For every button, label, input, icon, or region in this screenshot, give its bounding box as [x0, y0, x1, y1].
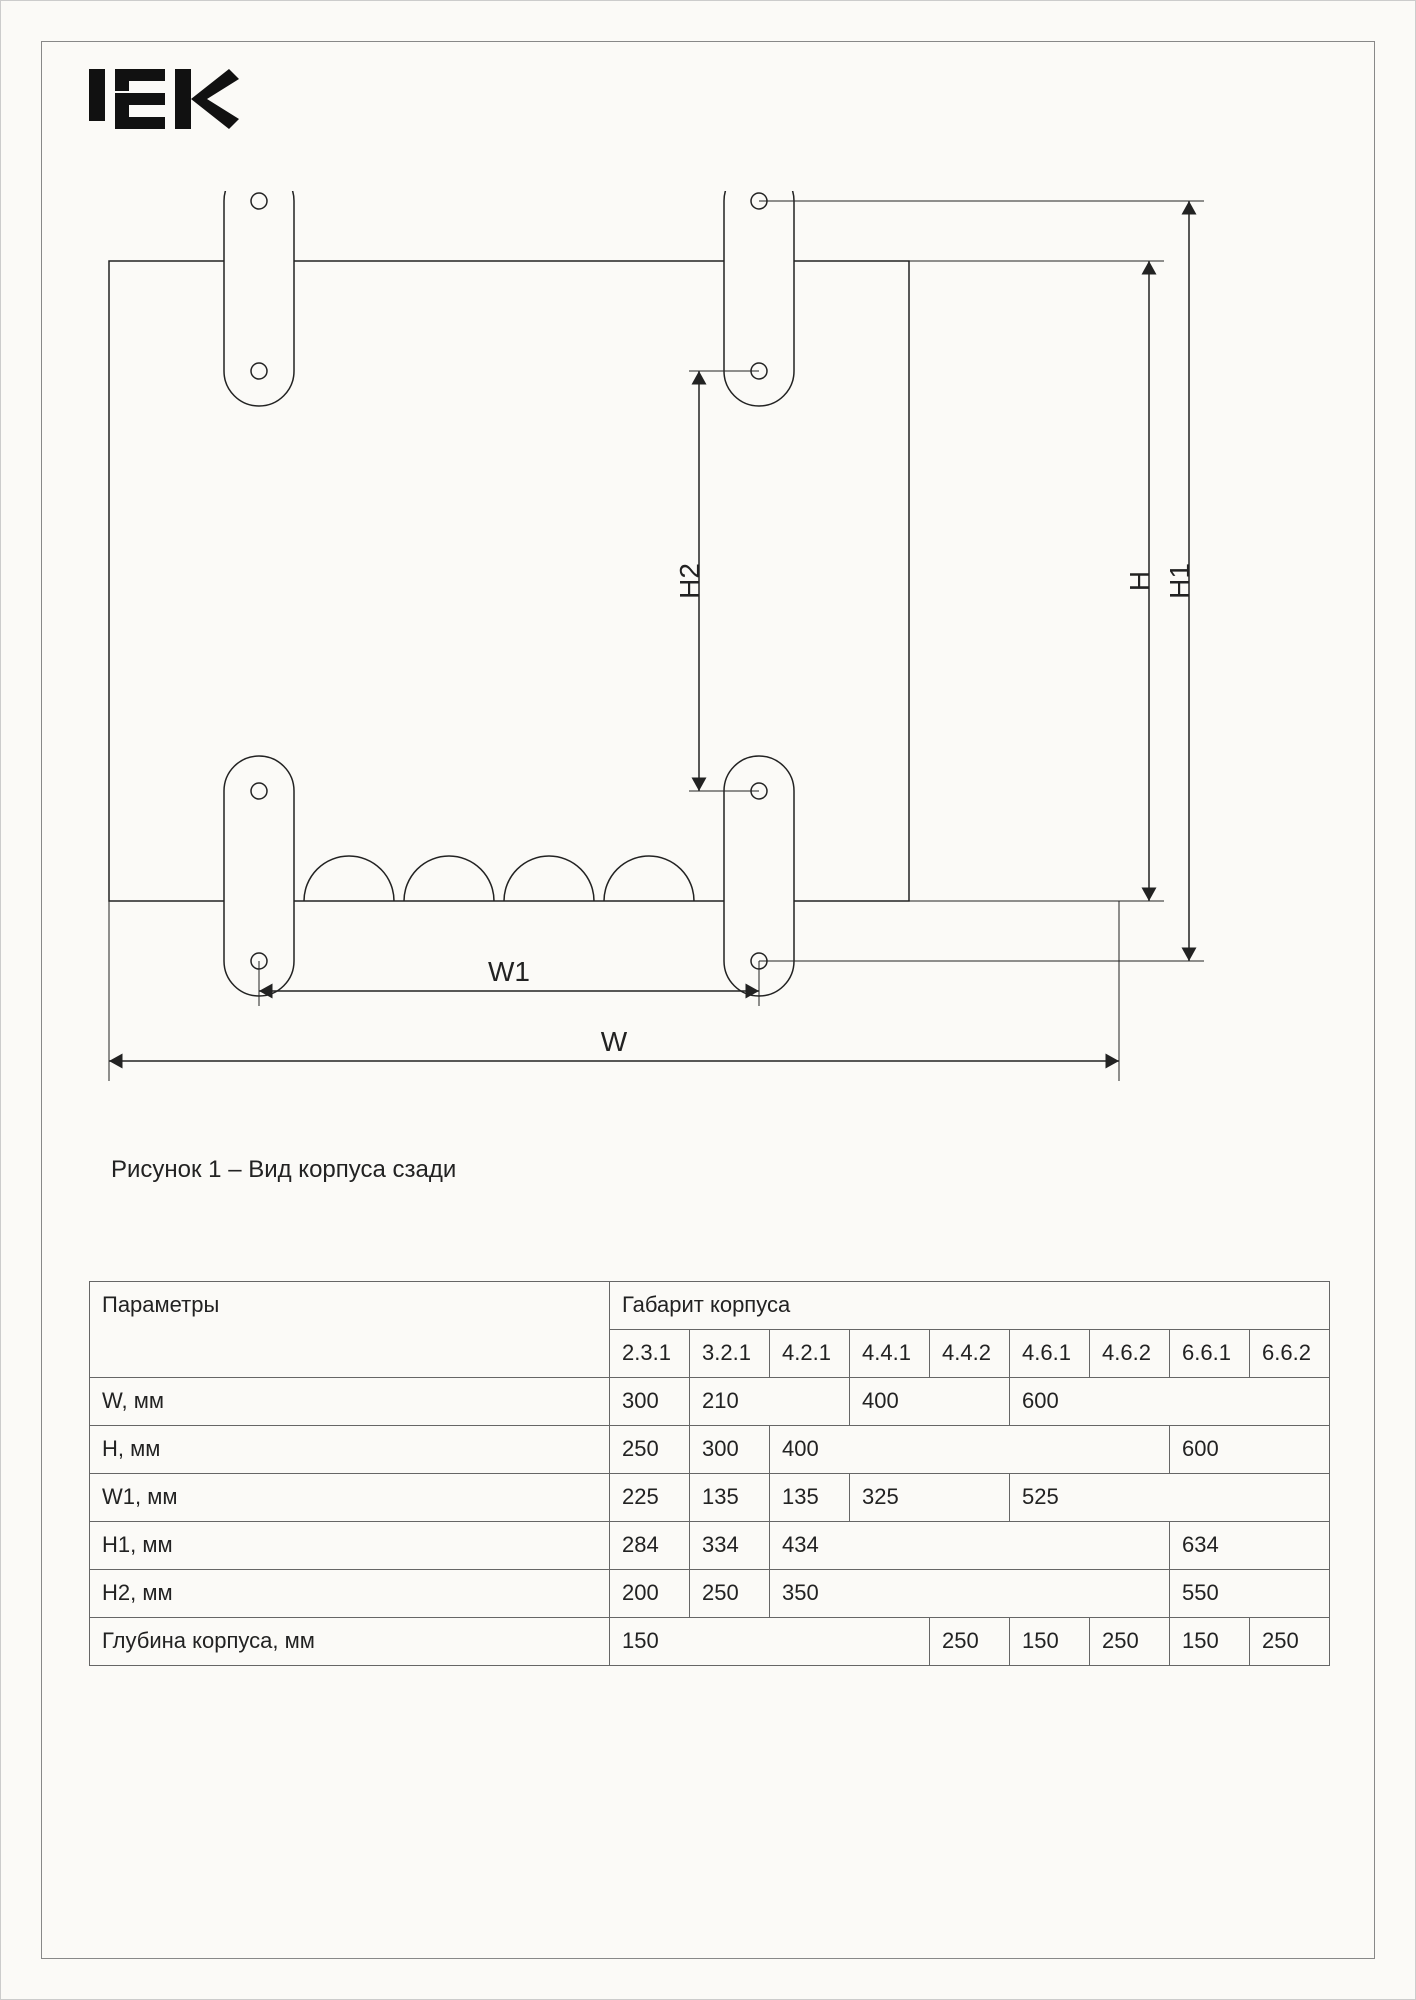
dimensions-table: ПараметрыГабарит корпуса2.3.13.2.14.2.14…: [89, 1281, 1329, 1666]
data-cell: 334: [690, 1522, 770, 1570]
data-cell: 434: [770, 1522, 1170, 1570]
column-header: 2.3.1: [610, 1330, 690, 1378]
svg-text:H: H: [1124, 571, 1155, 591]
row-label: H1, мм: [90, 1522, 610, 1570]
data-cell: 250: [1250, 1618, 1330, 1666]
column-header: 4.2.1: [770, 1330, 850, 1378]
table-row: W1, мм225135135325525: [90, 1474, 1330, 1522]
data-cell: 250: [610, 1426, 690, 1474]
data-cell: 400: [850, 1378, 1010, 1426]
table-row: H2, мм200250350550: [90, 1570, 1330, 1618]
column-header: 4.6.2: [1090, 1330, 1170, 1378]
svg-text:H1: H1: [1164, 563, 1195, 599]
data-cell: 325: [850, 1474, 1010, 1522]
data-cell: 600: [1010, 1378, 1330, 1426]
data-cell: 225: [610, 1474, 690, 1522]
data-cell: 400: [770, 1426, 1170, 1474]
data-cell: 150: [1010, 1618, 1090, 1666]
row-label: W1, мм: [90, 1474, 610, 1522]
drawing-svg: W W1 H H1 H2: [89, 191, 1329, 1111]
column-header: 4.6.1: [1010, 1330, 1090, 1378]
table-row: Глубина корпуса, мм150250150250150250: [90, 1618, 1330, 1666]
data-cell: 550: [1170, 1570, 1330, 1618]
column-header: 6.6.2: [1250, 1330, 1330, 1378]
svg-text:W: W: [601, 1026, 628, 1057]
data-cell: 525: [1010, 1474, 1330, 1522]
data-cell: 150: [1170, 1618, 1250, 1666]
row-label: H, мм: [90, 1426, 610, 1474]
column-header: 6.6.1: [1170, 1330, 1250, 1378]
data-cell: 250: [930, 1618, 1010, 1666]
data-cell: 150: [610, 1618, 930, 1666]
svg-text:W1: W1: [488, 956, 530, 987]
data-cell: 350: [770, 1570, 1170, 1618]
data-cell: 135: [690, 1474, 770, 1522]
data-cell: 300: [690, 1426, 770, 1474]
table-row: H1, мм284334434634: [90, 1522, 1330, 1570]
data-cell: 250: [1090, 1618, 1170, 1666]
table-row: H, мм250300400600: [90, 1426, 1330, 1474]
param-header: Параметры: [90, 1282, 610, 1378]
data-cell: 600: [1170, 1426, 1330, 1474]
column-header: 4.4.1: [850, 1330, 930, 1378]
data-cell: 200: [610, 1570, 690, 1618]
data-cell: 284: [610, 1522, 690, 1570]
row-label: W, мм: [90, 1378, 610, 1426]
data-cell: 634: [1170, 1522, 1330, 1570]
column-header: 3.2.1: [690, 1330, 770, 1378]
column-header: 4.4.2: [930, 1330, 1010, 1378]
data-cell: 135: [770, 1474, 850, 1522]
data-cell: 300: [610, 1378, 690, 1426]
logo: [89, 69, 239, 134]
group-header: Габарит корпуса: [610, 1282, 1330, 1330]
table-row: W, мм300210400600: [90, 1378, 1330, 1426]
row-label: H2, мм: [90, 1570, 610, 1618]
figure-caption: Рисунок 1 – Вид корпуса сзади: [111, 1156, 456, 1184]
data-cell: 250: [690, 1570, 770, 1618]
row-label: Глубина корпуса, мм: [90, 1618, 610, 1666]
data-cell: 210: [690, 1378, 850, 1426]
page: W W1 H H1 H2 Рисунок 1 – Вид корпуса сзади П…: [0, 0, 1416, 2000]
technical-drawing: W W1 H H1 H2: [89, 191, 1329, 1111]
svg-text:H2: H2: [674, 563, 705, 599]
